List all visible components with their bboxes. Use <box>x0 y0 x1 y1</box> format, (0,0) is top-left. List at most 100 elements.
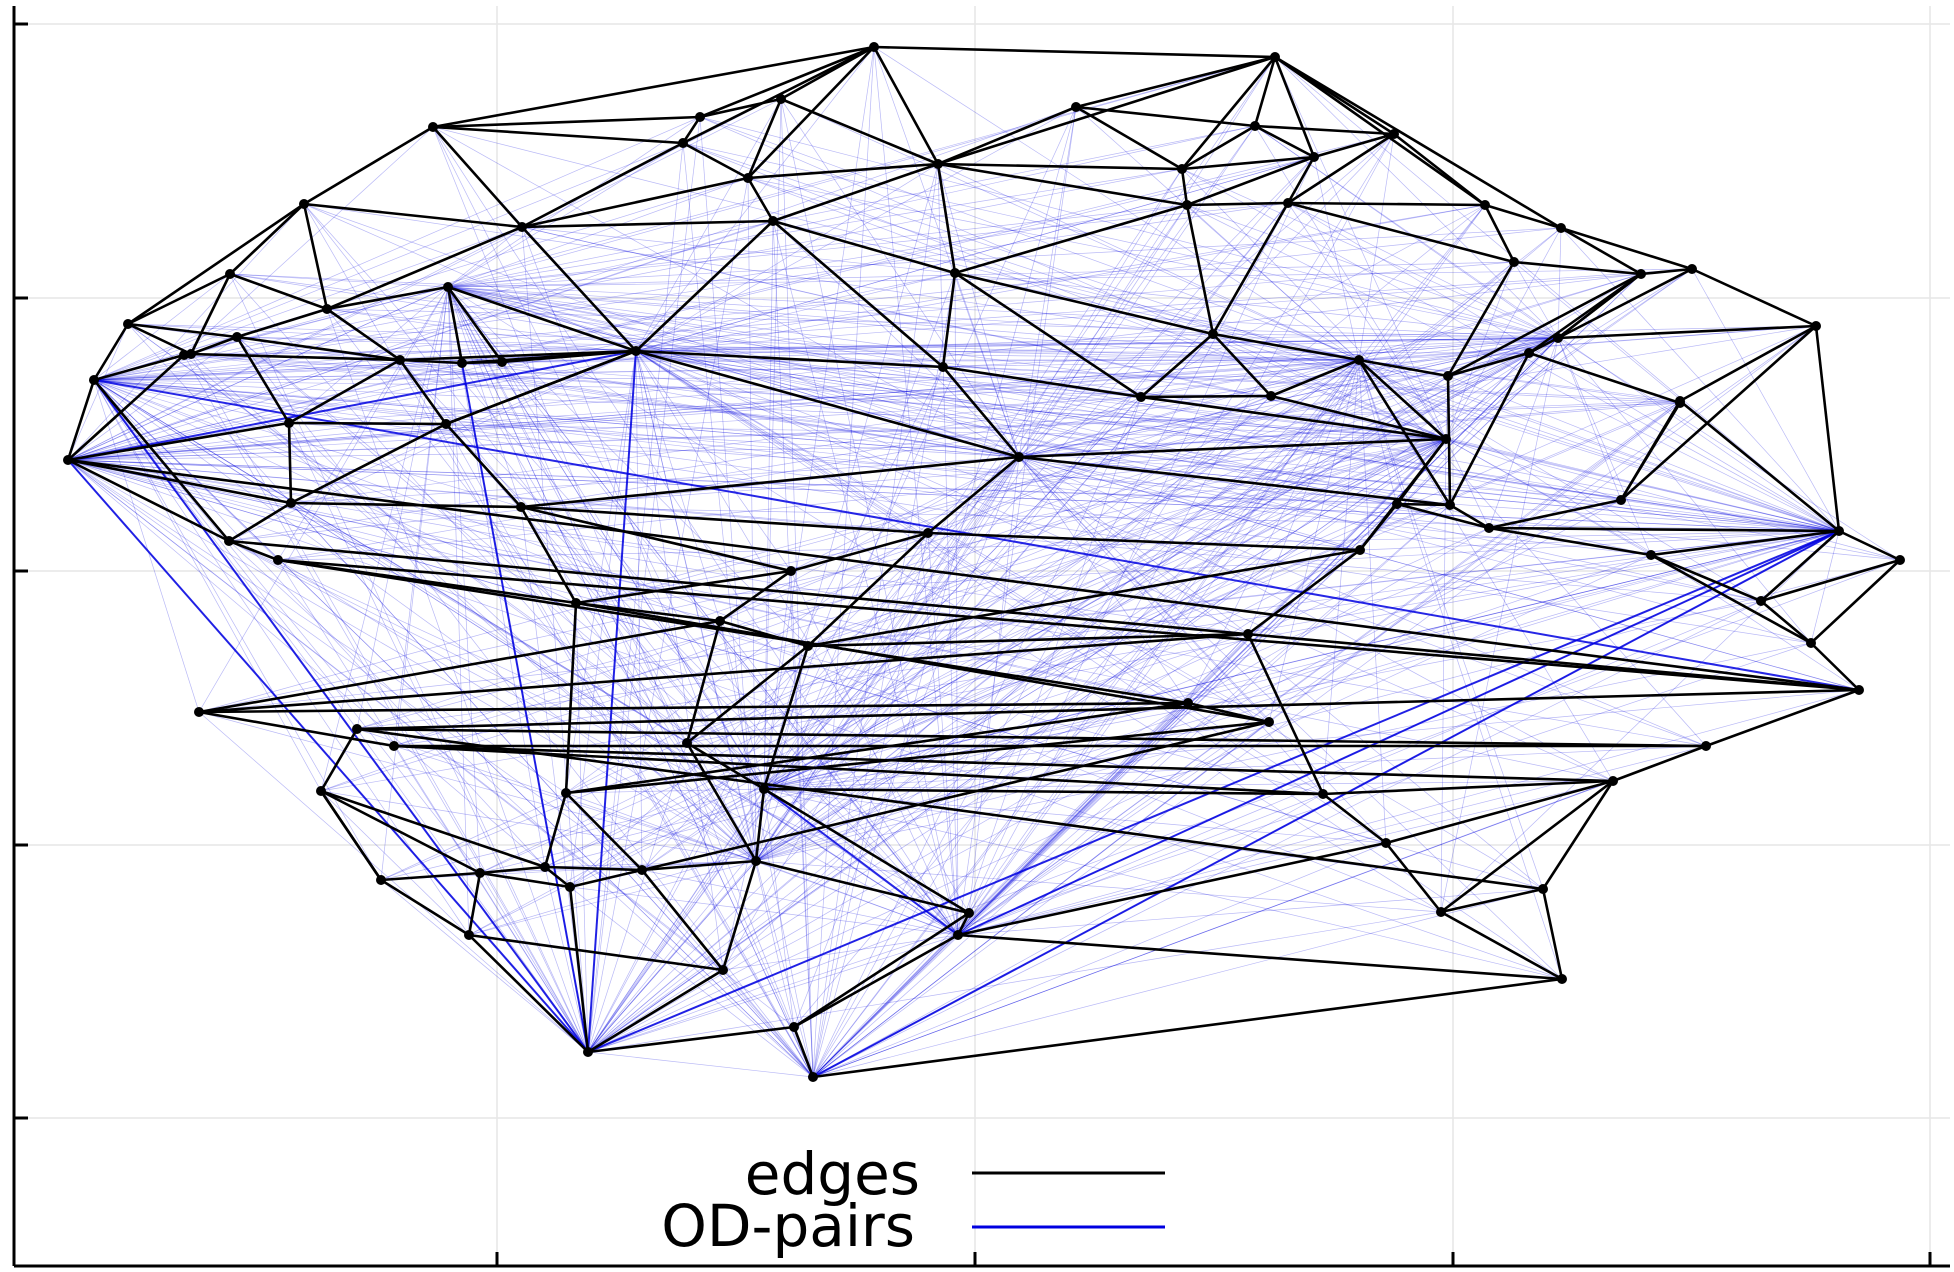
od-pair-line <box>1018 337 1559 458</box>
od-pair-line <box>641 788 765 871</box>
od-pair-line <box>93 350 637 381</box>
od-pair-line <box>1358 359 1681 404</box>
od-pair-line <box>93 379 522 508</box>
od-pair-line <box>957 702 1189 936</box>
node-point <box>1392 499 1402 509</box>
edge-line <box>1557 267 1693 340</box>
edge-line <box>1274 55 1562 230</box>
od-pair-line <box>1440 438 1447 913</box>
od-pair-line <box>635 350 1563 980</box>
od-pair-line <box>927 532 959 936</box>
od-pair-line <box>587 527 1490 1053</box>
od-pair-line <box>356 530 1840 730</box>
od-pair-line <box>957 337 1559 936</box>
edge-line <box>1760 600 1812 644</box>
edge-line <box>807 548 1361 648</box>
node-point <box>789 1022 799 1032</box>
edge-line <box>235 336 291 424</box>
od-pair-line <box>763 163 939 790</box>
od-pair-line <box>93 379 1447 440</box>
od-pair-line <box>1322 359 1360 795</box>
edge-line <box>1270 358 1360 398</box>
od-pair-line <box>93 379 814 1078</box>
od-pair-line <box>1186 204 1559 339</box>
edge-line <box>520 455 1020 509</box>
edge-line <box>461 349 637 365</box>
od-pair-line <box>942 337 1559 368</box>
edge-line <box>721 860 758 971</box>
axes-frame <box>12 6 1950 1268</box>
od-pair-line <box>1445 227 1562 440</box>
edge-line <box>303 125 434 206</box>
od-pair-line <box>635 204 1486 352</box>
od-pair-line <box>682 142 1559 339</box>
od-pair-line <box>873 46 1360 361</box>
edge-line <box>927 531 1361 552</box>
od-pair-line <box>1212 333 1840 532</box>
od-pair-line <box>1018 456 1860 691</box>
od-pair-line <box>1186 204 1840 532</box>
edge-line <box>399 358 463 365</box>
od-pair-line <box>67 98 782 461</box>
edge-line <box>320 789 481 875</box>
node-point <box>457 358 467 368</box>
od-pair-line <box>747 177 1559 339</box>
od-pair-line <box>780 98 1360 361</box>
edge-line <box>1018 455 1451 507</box>
od-pair-line <box>236 336 1360 361</box>
od-pair-line <box>356 438 1447 730</box>
od-pair-line <box>793 359 1360 1028</box>
od-pair-line <box>1018 456 1544 890</box>
od-pair-line <box>1018 456 1840 532</box>
od-pair-line <box>445 359 1360 425</box>
od-pair-line <box>521 226 1559 339</box>
od-pair-line <box>1018 456 1387 844</box>
od-pair-line <box>326 308 1559 339</box>
od-pair-line <box>957 402 1681 936</box>
edge-line <box>772 219 956 275</box>
od-pair-line <box>1018 396 1142 458</box>
od-pair-line <box>1254 125 1447 440</box>
node-point <box>776 94 786 104</box>
edge-line <box>544 865 571 889</box>
edge-line <box>229 203 305 275</box>
od-pair-line <box>288 337 1559 424</box>
od-pair-line <box>635 350 929 534</box>
od-pair-line <box>1445 438 1622 501</box>
edge-line <box>190 352 401 362</box>
edge-line <box>127 202 305 326</box>
od-pair-line <box>635 133 1395 352</box>
od-pair-line <box>1359 530 1840 551</box>
od-pair-line <box>1018 456 1762 602</box>
od-pair-line <box>954 272 1020 458</box>
od-pair-line <box>447 142 684 288</box>
od-pair-line <box>1440 530 1840 913</box>
edge-line <box>746 98 783 179</box>
od-pair-line <box>1018 352 1530 458</box>
od-pair-line <box>1445 261 1515 440</box>
od-pair-line <box>1018 156 1315 458</box>
od-pair-line <box>1358 359 1563 980</box>
od-pair-line <box>699 116 1840 532</box>
od-pair-line <box>755 395 1272 862</box>
od-pair-line <box>67 459 1840 532</box>
edge-line <box>1612 744 1707 783</box>
node-point <box>682 738 692 748</box>
od-pair-line <box>67 336 238 461</box>
node-point <box>1014 452 1024 462</box>
od-pair-line <box>722 788 765 971</box>
od-pair-line <box>393 745 589 1053</box>
od-pair-line <box>447 286 1442 913</box>
edge-line <box>92 323 130 381</box>
node-point <box>232 332 242 342</box>
od-pair-line <box>288 422 1840 532</box>
od-pair-line <box>380 879 589 1053</box>
node-point <box>1243 629 1253 639</box>
edge-line <box>1274 55 1486 207</box>
node-point <box>1616 495 1626 505</box>
od-pair-line <box>635 350 721 622</box>
edge-line <box>1396 502 1451 507</box>
edge-line <box>319 790 383 881</box>
od-pair-line <box>93 177 749 381</box>
od-pair-line <box>873 46 1020 458</box>
